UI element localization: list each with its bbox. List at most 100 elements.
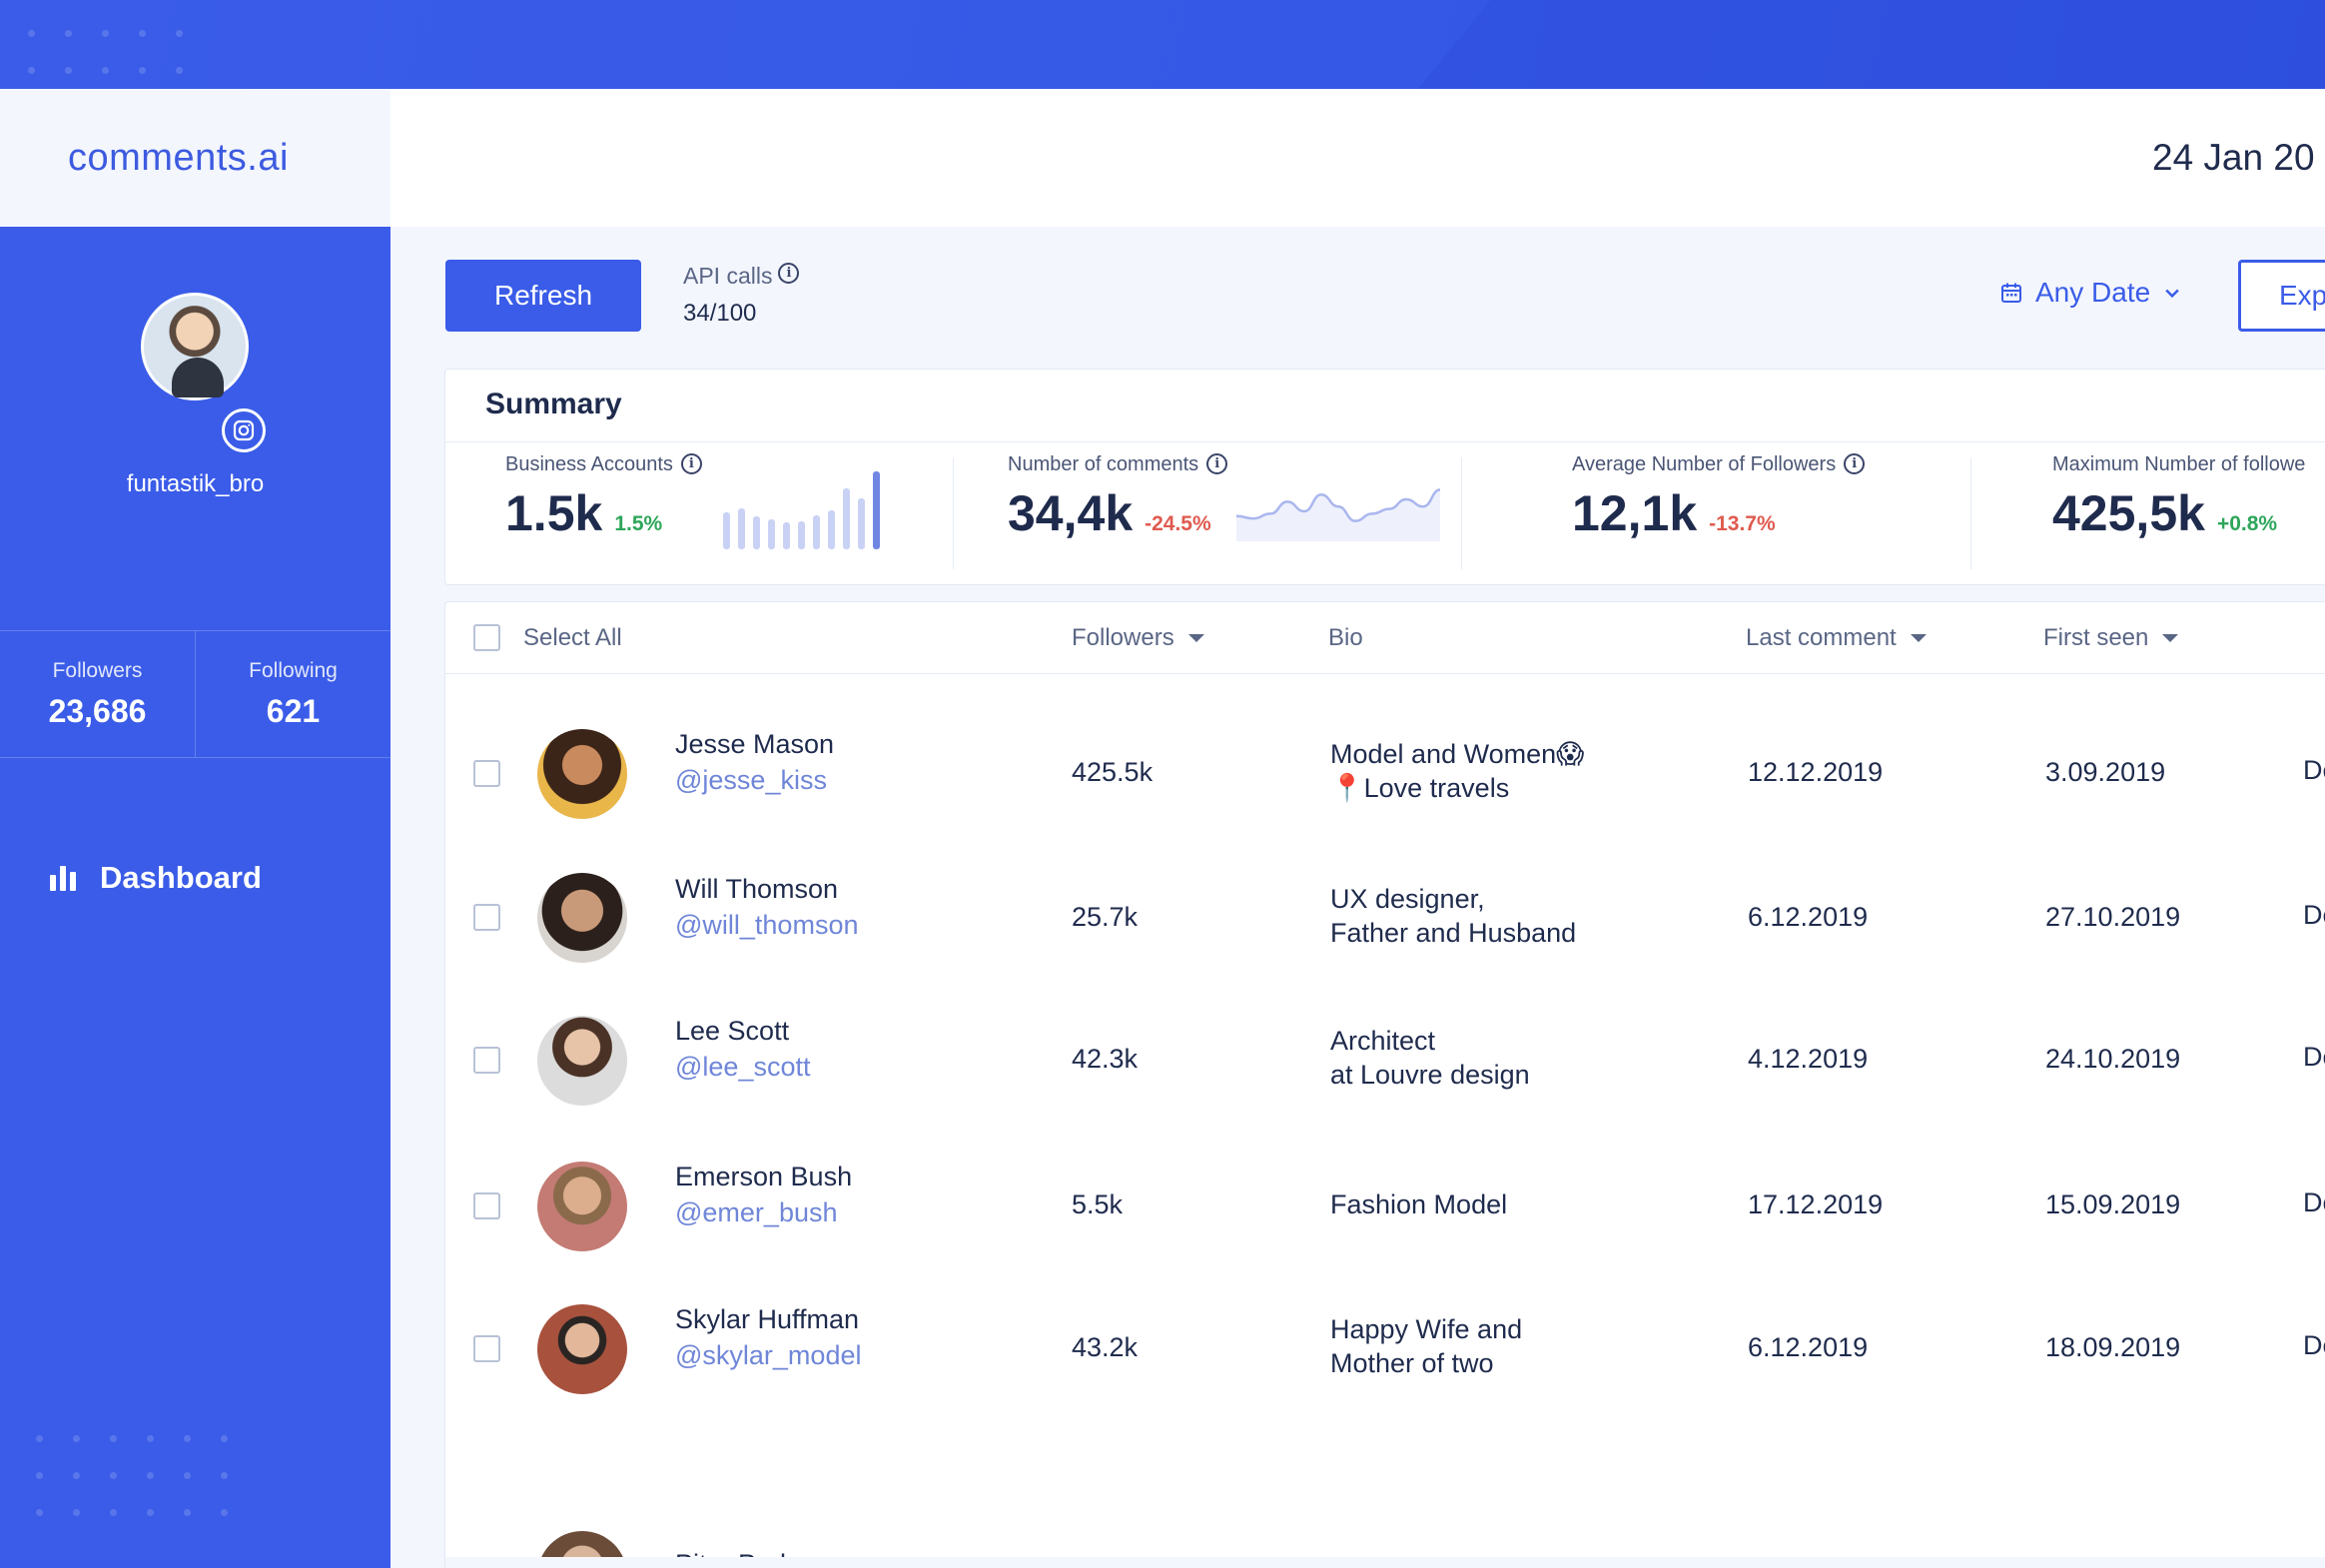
profile-card: funtastik_bro [0, 227, 390, 630]
metric-label: Business Accounts i [505, 453, 702, 476]
info-icon[interactable]: i [1206, 453, 1228, 474]
row-handle-link[interactable]: @will_thomson [675, 910, 859, 940]
row-last-comment: 17.12.2019 [1748, 1189, 1884, 1219]
row-checkbox[interactable] [473, 1047, 500, 1074]
row-last-comment: 6.12.2019 [1748, 1332, 1869, 1362]
comments-sparkline [1235, 488, 1441, 541]
row-checkbox[interactable] [473, 1335, 500, 1362]
followers-count: 23,686 [48, 692, 147, 729]
column-first-seen-label: First seen [2043, 624, 2149, 651]
column-first-seen[interactable]: First seen [2043, 624, 2179, 652]
row-bio-line: Fashion Model [1330, 1189, 1508, 1219]
avatar [537, 1162, 627, 1251]
spark-bar [783, 522, 790, 549]
spark-bar [768, 519, 775, 549]
metric-delta: 1.5% [614, 512, 663, 535]
row-bio: Happy Wife and Mother of two [1330, 1312, 1522, 1380]
metric-value: 425,5k [2052, 485, 2205, 541]
table-row[interactable]: Will Thomson @will_thomson 25.7k UX desi… [445, 852, 2325, 996]
select-all-label[interactable]: Select All [523, 624, 622, 651]
decorative-dots-top [28, 30, 183, 74]
row-extra: De [2303, 900, 2325, 930]
metric-value-row: 34,4k -24.5% [1008, 484, 1227, 542]
row-checkbox[interactable] [473, 1192, 500, 1219]
row-handle-link[interactable]: @skylar_model [675, 1340, 862, 1370]
column-bio: Bio [1328, 624, 1363, 651]
row-name: Skylar Huffman [675, 1304, 860, 1334]
row-first-seen: 24.10.2019 [2045, 1044, 2181, 1074]
spark-bar [798, 521, 805, 549]
summary-card: Summary Business Accounts i 1.5k 1.5% Nu… [444, 369, 2325, 585]
business-accounts-sparkbars [723, 469, 880, 549]
row-bio: Fashion Model [1330, 1187, 1507, 1221]
row-bio-line: Father and Husband [1330, 918, 1577, 948]
summary-divider [445, 441, 2325, 442]
metric-label-text: Number of comments [1008, 453, 1199, 475]
following-stat: Following 621 [195, 631, 390, 757]
avatar [537, 1304, 627, 1394]
table-row[interactable]: Jesse Mason @jesse_kiss 425.5k Model and… [445, 707, 2325, 851]
api-calls: API calls i 34/100 [683, 263, 800, 328]
spark-bar [813, 515, 820, 549]
followers-stat: Followers 23,686 [0, 631, 195, 757]
spark-bar [843, 488, 850, 549]
column-followers-label: Followers [1072, 624, 1174, 651]
metric-value-row: 425,5k +0.8% [2052, 484, 2305, 542]
row-followers: 5.5k [1072, 1189, 1124, 1219]
refresh-button[interactable]: Refresh [445, 260, 641, 332]
brand-logo[interactable]: comments.ai [68, 136, 289, 179]
avatar [537, 1016, 627, 1106]
brand-header: comments.ai [0, 89, 390, 227]
row-name: Emerson Bush [675, 1162, 853, 1191]
info-icon[interactable]: i [680, 453, 702, 474]
sidebar: comments.ai funtastik_bro Followers 23,6… [0, 89, 390, 1568]
row-bio-line: 📍Love travels [1330, 773, 1510, 803]
metric-separator [953, 457, 954, 569]
row-bio-line: UX designer, [1330, 884, 1485, 914]
table-row[interactable]: Lee Scott @lee_scott 42.3k Architect at … [445, 996, 2325, 1140]
row-name: Lee Scott [675, 1016, 790, 1046]
metric-label-text: Average Number of Followers [1572, 453, 1837, 475]
row-first-seen: 18.09.2019 [2045, 1332, 2181, 1362]
row-handle-link[interactable]: @emer_bush [675, 1197, 838, 1227]
row-handle-link[interactable]: @jesse_kiss [675, 765, 827, 795]
column-last-comment[interactable]: Last comment [1746, 624, 1927, 652]
row-checkbox[interactable] [473, 760, 500, 787]
nav-dashboard[interactable]: Dashboard [48, 860, 262, 896]
bar-chart-icon [50, 866, 76, 891]
date-filter-dropdown[interactable]: Any Date [1999, 277, 2182, 309]
chevron-down-icon [2165, 289, 2179, 299]
table-row[interactable]: Emerson Bush @emer_bush 5.5k Fashion Mod… [445, 1140, 2325, 1283]
sort-caret-icon [1910, 634, 1927, 642]
info-icon[interactable]: i [1844, 453, 1866, 474]
profile-stats: Followers 23,686 Following 621 [0, 630, 390, 758]
row-bio: Model and Women😱 📍Love travels [1330, 737, 1584, 805]
profile-avatar[interactable] [141, 293, 249, 400]
row-first-seen: 3.09.2019 [2045, 757, 2166, 787]
row-last-comment: 4.12.2019 [1748, 1044, 1869, 1074]
column-followers[interactable]: Followers [1072, 624, 1204, 652]
metric-delta: -24.5% [1145, 512, 1211, 535]
nav-dashboard-label: Dashboard [100, 860, 262, 895]
page-header: 24 Jan 20 [390, 89, 2325, 227]
sparkline-line [1235, 488, 1441, 522]
decorative-dots-bottom [36, 1435, 228, 1516]
metric-value: 34,4k [1008, 485, 1134, 541]
row-checkbox[interactable] [473, 904, 500, 931]
row-handle-link[interactable]: @lee_scott [675, 1052, 811, 1082]
row-followers: 42.3k [1072, 1044, 1139, 1074]
toolbar: Refresh API calls i 34/100 Any Date [390, 227, 2325, 337]
table-row[interactable]: Skylar Huffman @skylar_model 43.2k Happy… [445, 1284, 2325, 1428]
row-bio-line: Architect [1330, 1026, 1436, 1056]
row-last-comment: 12.12.2019 [1748, 757, 1884, 787]
export-button[interactable]: Exp [2238, 260, 2325, 332]
metric-label-text: Maximum Number of followe [2052, 453, 2306, 475]
metric-separator [1970, 457, 1971, 569]
info-icon[interactable]: i [778, 263, 800, 284]
select-all-checkbox[interactable] [473, 624, 500, 651]
followers-label: Followers [52, 658, 143, 682]
row-name: Jesse Mason [675, 729, 835, 759]
metric-average-followers: Average Number of Followers i 12,1k -13.… [1572, 453, 1866, 571]
spark-bar [738, 508, 745, 549]
row-first-seen: 15.09.2019 [2045, 1189, 2181, 1219]
